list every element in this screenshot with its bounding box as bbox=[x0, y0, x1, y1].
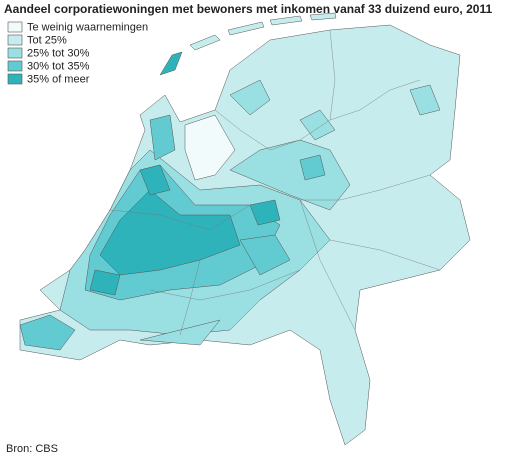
legend-label: 25% tot 30% bbox=[27, 47, 90, 59]
legend-swatch bbox=[7, 47, 23, 59]
island bbox=[227, 21, 265, 36]
borders bbox=[109, 29, 441, 336]
island bbox=[189, 34, 221, 51]
legend-swatch bbox=[7, 73, 23, 85]
region bbox=[139, 319, 221, 346]
legend-label: 35% of meer bbox=[27, 73, 90, 85]
region bbox=[149, 114, 176, 161]
island bbox=[159, 51, 183, 76]
legend-label: 30% tot 35% bbox=[27, 60, 90, 72]
source: Bron: CBS bbox=[6, 443, 58, 455]
region bbox=[99, 189, 241, 276]
region bbox=[89, 269, 121, 296]
legend-swatch bbox=[7, 34, 23, 46]
water bbox=[184, 114, 236, 181]
legend-swatch bbox=[7, 21, 23, 33]
region bbox=[139, 164, 171, 196]
legend-label: Te weinig waarnemingen bbox=[27, 21, 148, 33]
region bbox=[299, 154, 326, 181]
region bbox=[409, 84, 441, 116]
map-title: Aandeel corporatiewoningen met bewoners … bbox=[4, 2, 492, 16]
region bbox=[249, 199, 281, 226]
legend-label: Tot 25% bbox=[27, 34, 67, 46]
legend-swatch bbox=[7, 60, 23, 72]
region bbox=[239, 234, 291, 276]
island bbox=[269, 15, 303, 26]
region bbox=[229, 79, 271, 116]
island bbox=[309, 12, 337, 21]
region bbox=[19, 314, 76, 351]
map bbox=[19, 12, 471, 446]
